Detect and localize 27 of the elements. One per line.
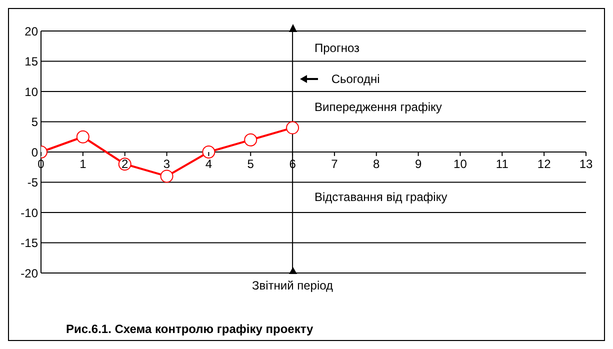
y-tick-label: 5 bbox=[31, 115, 38, 130]
annotation: Сьогодні bbox=[331, 70, 380, 87]
x-tick-label: 12 bbox=[537, 157, 552, 171]
x-tick-label: 2 bbox=[122, 157, 128, 171]
text: Рис.6.1. Схема контролю графіку проекту bbox=[66, 322, 314, 336]
x-tick-label: 11 bbox=[496, 157, 509, 171]
y-tick-label: 20 bbox=[24, 24, 38, 38]
y-tick-label: -20 bbox=[20, 266, 38, 280]
y-tick-label: 15 bbox=[24, 54, 38, 69]
ref-line-label: Звітний період bbox=[252, 278, 334, 293]
x-tick-label: 3 bbox=[163, 157, 170, 171]
x-tick-label: 13 bbox=[579, 157, 593, 171]
y-tick-label: -15 bbox=[20, 236, 38, 250]
x-tick-label: 9 bbox=[414, 157, 422, 171]
annotation: Прогноз bbox=[314, 40, 360, 56]
x-tick-label: 7 bbox=[331, 157, 338, 171]
annotation: Відставання від графіку bbox=[314, 189, 448, 206]
x-tick-label: 10 bbox=[454, 157, 468, 171]
x-tick-label: 8 bbox=[373, 157, 380, 171]
y-tick-label: -5 bbox=[27, 176, 38, 190]
y-tick-label: -10 bbox=[20, 206, 38, 220]
x-tick-label: 4 bbox=[205, 157, 212, 171]
y-tick-label: 0 bbox=[31, 145, 38, 160]
y-tick-label: 10 bbox=[24, 84, 38, 99]
x-tick-label: 1 bbox=[80, 157, 87, 171]
x-tick-label: 5 bbox=[247, 157, 254, 171]
annotation: Випередження графіку bbox=[314, 98, 442, 115]
